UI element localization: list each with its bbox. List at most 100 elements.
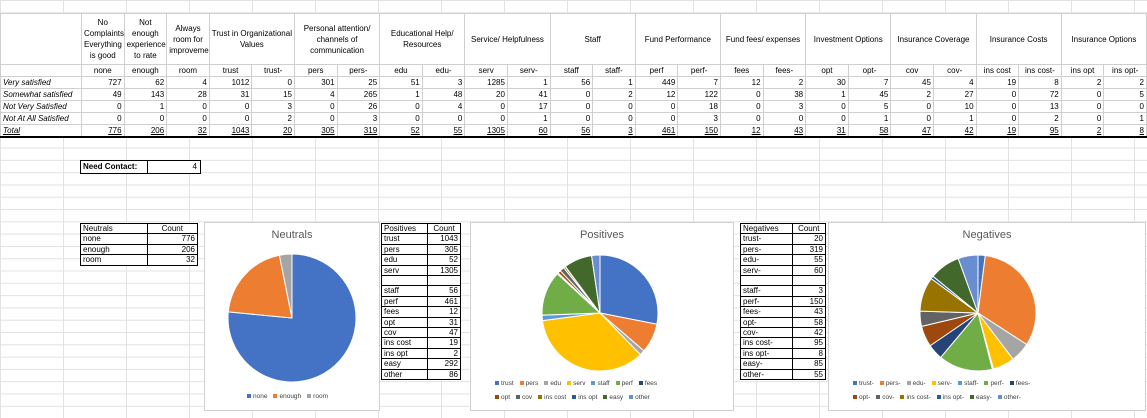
table-cell[interactable]: 26 — [336, 100, 381, 113]
table-cell[interactable]: ins opt — [380, 347, 429, 360]
table-cell[interactable]: 51 — [379, 76, 423, 89]
table-cell[interactable]: 2 — [1060, 76, 1105, 89]
column-subheader[interactable]: none — [81, 64, 125, 77]
table-cell[interactable]: staff- — [740, 285, 793, 297]
table-cell[interactable]: 2 — [1060, 124, 1105, 138]
row-label[interactable]: Very satisfied — [0, 76, 82, 89]
table-cell[interactable]: 60 — [791, 264, 827, 277]
table-header-cell[interactable]: Neutrals — [80, 222, 148, 235]
table-cell[interactable]: perf — [380, 295, 429, 308]
table-cell[interactable]: 45 — [890, 76, 934, 89]
pie-slice-enough[interactable] — [227, 254, 293, 319]
table-cell[interactable]: 12 — [634, 88, 679, 101]
table-header-cell[interactable]: Count — [146, 222, 199, 235]
table-cell[interactable]: 47 — [427, 327, 461, 339]
table-cell[interactable]: 0 — [1060, 88, 1105, 101]
table-cell[interactable] — [740, 275, 793, 287]
column-subheader[interactable]: room — [166, 64, 210, 77]
table-cell[interactable]: 43 — [762, 124, 807, 138]
table-cell[interactable]: 2 — [1103, 76, 1147, 89]
table-cell[interactable]: 12 — [719, 124, 764, 138]
table-cell[interactable]: 2 — [592, 88, 636, 101]
table-cell[interactable]: ins cost — [380, 337, 429, 349]
table-cell[interactable]: pers — [380, 243, 429, 256]
column-group-header[interactable]: Service/ Helpfulness — [464, 13, 551, 65]
table-cell[interactable]: 47 — [890, 124, 934, 138]
table-cell[interactable]: 2 — [427, 347, 461, 360]
table-cell[interactable]: 42 — [932, 124, 977, 138]
positives-pie-chart[interactable]: Positives trust pers edu serv staff perf fees op… — [470, 222, 734, 411]
table-cell[interactable]: 2 — [762, 76, 807, 89]
column-subheader[interactable]: pers — [293, 64, 338, 77]
table-cell[interactable]: 4 — [166, 76, 210, 89]
table-cell[interactable]: 4 — [421, 100, 466, 113]
table-cell[interactable]: 0 — [251, 76, 295, 89]
pie-slice-other-[interactable] — [957, 254, 979, 314]
column-group-header[interactable]: Fund Performance — [634, 13, 721, 65]
table-cell[interactable]: 58 — [847, 124, 892, 138]
table-cell[interactable]: 56 — [427, 285, 461, 297]
column-group-header[interactable]: Trust in Organizational Values — [208, 13, 295, 65]
table-cell[interactable]: 305 — [427, 243, 461, 256]
table-cell[interactable]: opt- — [740, 316, 793, 329]
table-cell[interactable]: 31 — [427, 316, 461, 329]
table-cell[interactable]: 55 — [791, 368, 827, 381]
blank-cell[interactable] — [0, 64, 82, 77]
table-cell[interactable]: 0 — [890, 112, 934, 125]
table-cell[interactable]: 20 — [791, 233, 827, 245]
column-subheader[interactable]: pers- — [336, 64, 381, 77]
table-cell[interactable]: fees- — [740, 306, 793, 318]
table-cell[interactable]: 19 — [975, 124, 1020, 138]
table-cell[interactable]: 0 — [166, 100, 210, 113]
column-subheader[interactable]: perf — [634, 64, 679, 77]
table-cell[interactable]: 38 — [762, 88, 807, 101]
table-cell[interactable]: 143 — [123, 88, 168, 101]
table-cell[interactable]: 43 — [791, 306, 827, 318]
table-cell[interactable]: 30 — [805, 76, 849, 89]
column-subheader[interactable]: cov — [890, 64, 934, 77]
table-cell[interactable]: serv — [380, 264, 429, 277]
table-cell[interactable]: 0 — [81, 100, 125, 113]
table-cell[interactable]: 1012 — [208, 76, 253, 89]
table-cell[interactable]: 12 — [719, 76, 764, 89]
table-cell[interactable]: 0 — [975, 112, 1020, 125]
table-cell[interactable]: 0 — [208, 112, 253, 125]
table-cell[interactable]: 319 — [791, 243, 827, 256]
table-cell[interactable]: staff — [380, 285, 429, 297]
column-subheader[interactable]: staff- — [592, 64, 636, 77]
table-cell[interactable]: 10 — [932, 100, 977, 113]
row-label[interactable]: Total — [0, 124, 82, 138]
table-cell[interactable]: 2 — [890, 88, 934, 101]
table-cell[interactable]: 0 — [166, 112, 210, 125]
table-cell[interactable]: 32 — [146, 254, 199, 266]
table-cell[interactable]: 20 — [251, 124, 295, 138]
table-cell[interactable]: 1 — [932, 112, 977, 125]
table-cell[interactable]: 3 — [592, 124, 636, 138]
table-cell[interactable]: room — [80, 254, 148, 266]
row-label[interactable]: Not At All Satisfied — [0, 112, 82, 125]
table-cell[interactable]: 1 — [592, 76, 636, 89]
table-cell[interactable]: 0 — [805, 112, 849, 125]
table-cell[interactable]: 0 — [975, 88, 1020, 101]
table-cell[interactable]: 150 — [677, 124, 721, 138]
pie-slice-perf-[interactable] — [939, 311, 993, 372]
table-cell[interactable]: none — [80, 233, 148, 245]
table-cell[interactable]: 8 — [791, 347, 827, 360]
table-header-cell[interactable]: Count — [427, 222, 461, 235]
table-cell[interactable]: 0 — [81, 112, 125, 125]
column-subheader[interactable]: fees- — [762, 64, 807, 77]
column-group-header[interactable]: Fund fees/ expenses — [719, 13, 807, 65]
table-cell[interactable]: 4 — [293, 88, 338, 101]
table-cell[interactable]: 5 — [847, 100, 892, 113]
table-cell[interactable]: 265 — [336, 88, 381, 101]
column-subheader[interactable]: serv — [464, 64, 508, 77]
table-cell[interactable]: fees — [380, 306, 429, 318]
column-group-header[interactable]: Insurance Coverage — [890, 13, 977, 65]
table-cell[interactable]: 86 — [427, 368, 461, 381]
table-cell[interactable]: 27 — [932, 88, 977, 101]
table-cell[interactable]: 31 — [805, 124, 849, 138]
table-cell[interactable]: 1285 — [464, 76, 508, 89]
table-cell[interactable]: 60 — [506, 124, 551, 138]
table-cell[interactable]: 0 — [1060, 100, 1105, 113]
table-cell[interactable]: 2 — [251, 112, 295, 125]
